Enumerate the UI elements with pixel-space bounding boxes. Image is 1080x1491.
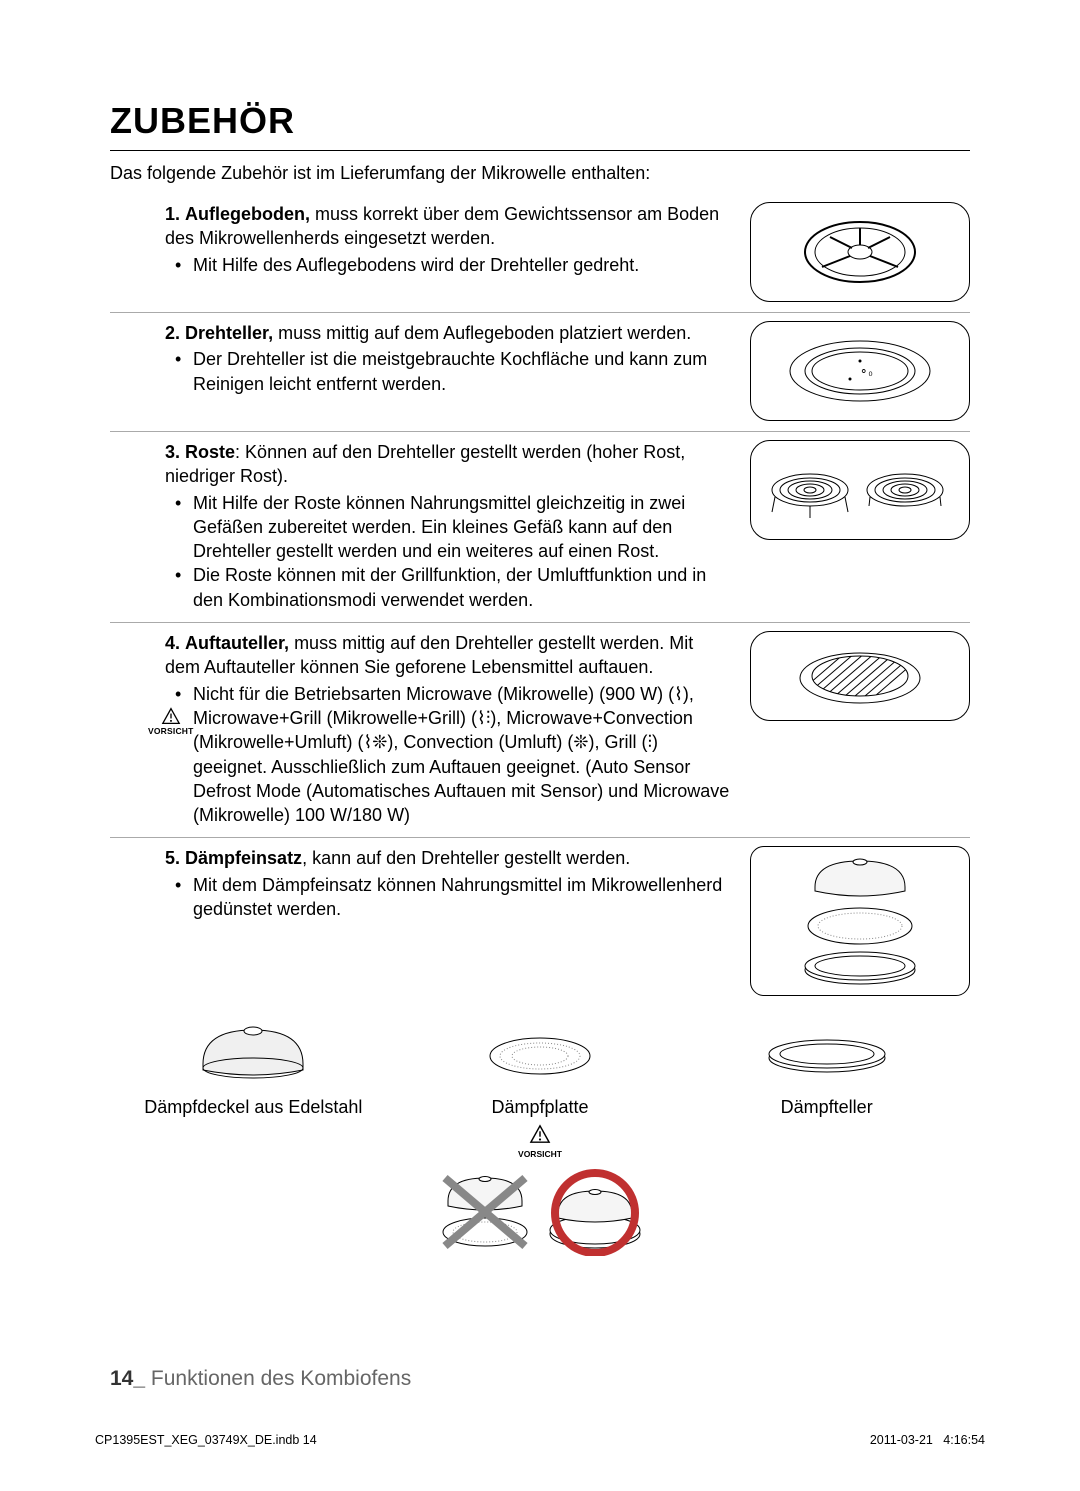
item4-num: 4. bbox=[165, 633, 180, 653]
item5-num: 5. bbox=[165, 848, 180, 868]
item2-num: 2. bbox=[165, 323, 180, 343]
item2-bullet: Der Drehteller ist die meistgebrauchte K… bbox=[165, 347, 730, 396]
svg-text:⚬₀: ⚬₀ bbox=[859, 366, 873, 378]
item3-bullet1: Mit Hilfe der Roste können Nahrungsmitte… bbox=[165, 491, 730, 564]
figure-racks bbox=[750, 440, 970, 540]
part-plate: Dämpfplatte bbox=[397, 1016, 684, 1118]
part-dish: Dämpfteller bbox=[683, 1016, 970, 1118]
figure-defrost-plate bbox=[750, 631, 970, 721]
figure-roller-ring bbox=[750, 202, 970, 302]
warning-icon bbox=[529, 1124, 551, 1144]
figure-turntable: ⚬₀ bbox=[750, 321, 970, 421]
footer-section: 14_ Funktionen des Kombiofens bbox=[110, 1367, 970, 1391]
print-datetime: 2011-03-21 4:16:54 bbox=[870, 1433, 985, 1447]
figure-steamer-exploded bbox=[750, 846, 970, 996]
plate-icon bbox=[480, 1016, 600, 1086]
warning-icon bbox=[161, 707, 181, 725]
vorsicht-badge: VORSICHT bbox=[148, 707, 194, 737]
xo-row bbox=[110, 1166, 970, 1261]
item1-name: Auflegeboden, muss korrekt über dem Gewi… bbox=[165, 204, 719, 248]
intro-text: Das folgende Zubehör ist im Lieferumfang… bbox=[110, 163, 970, 184]
accessory-item-3: 3. Roste: Können auf den Drehteller gest… bbox=[110, 432, 970, 623]
accessory-item-2: 2. Drehteller, muss mittig auf dem Aufle… bbox=[110, 313, 970, 432]
item4-bullet: Nicht für die Betriebsarten Microwave (M… bbox=[165, 682, 730, 828]
item1-bullet: Mit Hilfe des Auflegebodens wird der Dre… bbox=[165, 253, 730, 277]
item2-name: Drehteller, muss mittig auf dem Auflegeb… bbox=[185, 323, 691, 343]
page-title: ZUBEHÖR bbox=[110, 100, 970, 151]
accessory-item-5: 5. Dämpfeinsatz, kann auf den Drehteller… bbox=[110, 838, 970, 1006]
dish-icon bbox=[757, 1016, 897, 1086]
part-lid: Dämpfdeckel aus Edelstahl bbox=[110, 1016, 397, 1118]
section-name: Funktionen des Kombiofens bbox=[145, 1367, 411, 1390]
steamer-parts-row: Dämpfdeckel aus Edelstahl Dämpfplatte Dä… bbox=[110, 1016, 970, 1118]
accessory-item-1: 1. Auflegeboden, muss korrekt über dem G… bbox=[110, 194, 970, 313]
item5-name: Dämpfeinsatz, kann auf den Drehteller ge… bbox=[185, 848, 630, 868]
correct-assembly-icon bbox=[540, 1166, 650, 1256]
item4-name: Auftauteller, muss mittig auf den Drehte… bbox=[165, 633, 693, 677]
item3-num: 3. bbox=[165, 442, 180, 462]
item3-bullet2: Die Roste können mit der Grillfunktion, … bbox=[165, 563, 730, 612]
wrong-assembly-icon bbox=[430, 1166, 540, 1256]
print-file: CP1395EST_XEG_03749X_DE.indb 14 bbox=[95, 1433, 317, 1447]
page-number: 14_ bbox=[110, 1367, 145, 1390]
lid-icon bbox=[183, 1016, 323, 1086]
item5-bullet: Mit dem Dämpfeinsatz können Nahrungsmitt… bbox=[165, 873, 730, 922]
item1-num: 1. bbox=[165, 204, 180, 224]
xo-wrapper: VORSICHT bbox=[110, 1124, 970, 1162]
vorsicht-label: VORSICHT bbox=[518, 1149, 562, 1159]
accessory-item-4: 4. Auftauteller, muss mittig auf den Dre… bbox=[110, 623, 970, 838]
print-footer: CP1395EST_XEG_03749X_DE.indb 14 2011-03-… bbox=[95, 1433, 985, 1447]
item3-name: Roste: Können auf den Drehteller gestell… bbox=[165, 442, 685, 486]
